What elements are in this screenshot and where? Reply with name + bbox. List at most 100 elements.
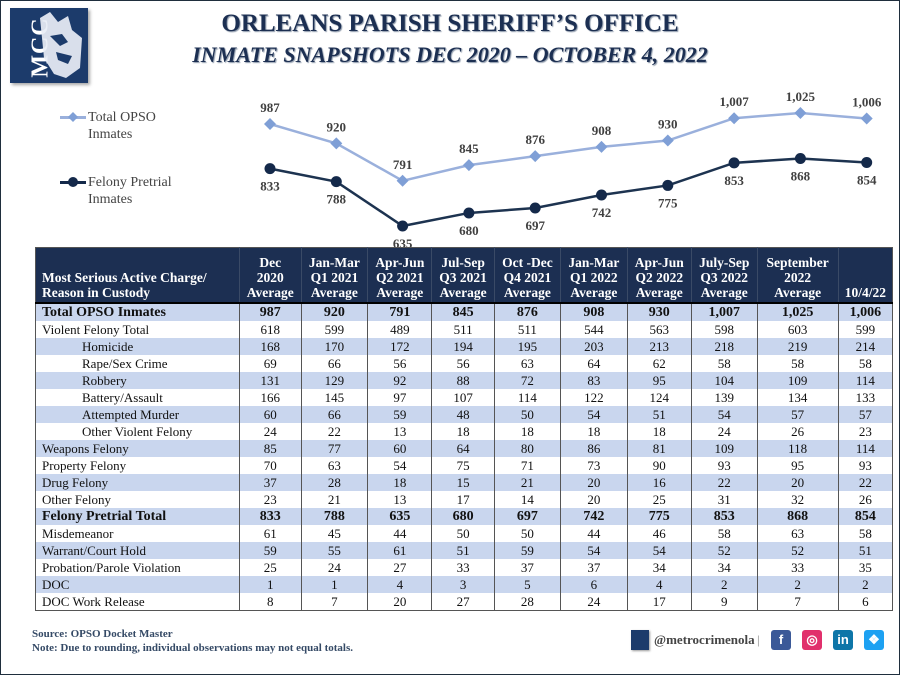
twitter-icon[interactable]: ❖ [864,630,884,650]
row-label: Probation/Parole Violation [42,560,181,575]
table-cell: 93 [690,457,758,474]
table-cell: 51 [837,542,893,559]
table-cell: 20 [559,491,628,508]
data-label: 791 [393,157,413,172]
table-cell: 77 [300,440,368,457]
table-cell: 63 [756,525,839,542]
table-row: Weapons Felony 85 77 60 64 80 86 81 109 118 114 [35,440,893,457]
facebook-icon[interactable]: f [771,630,791,650]
data-label: 868 [791,168,811,183]
linkedin-icon[interactable]: in [833,630,853,650]
table-cell: 114 [837,372,893,389]
table-cell: 72 [493,372,561,389]
column-header-line: Average [503,285,551,300]
table-cell: 114 [493,389,561,406]
table-row: Drug Felony 37 28 18 15 21 20 16 22 20 22 [35,474,893,491]
table-cell: 213 [626,338,692,355]
table-row: Felony Pretrial Total 833 788 635 680 697 742 7… [35,508,893,525]
column-header: Jan-Mar Q1 2022 Average [559,247,628,303]
line-chart: 987 920 791 845 876 908 930 1,007 1,025 1,006 833 7… [260,89,882,250]
table-cell: 18 [367,474,432,491]
data-point [397,220,409,232]
table-cell: 598 [690,321,758,338]
table-cell: 868 [756,508,839,525]
data-label: 920 [327,119,347,134]
data-point [264,163,276,175]
table-cell: 23 [837,423,893,440]
data-label: 930 [658,117,678,132]
data-label: 635 [393,236,413,250]
table-cell: 92 [367,372,432,389]
table-cell: 59 [367,406,432,423]
data-point [330,176,342,188]
table-cell: 56 [431,355,495,372]
table-cell: 52 [690,542,758,559]
table-cell: 59 [239,542,302,559]
table-cell: 742 [559,508,628,525]
table-cell: 618 [239,321,302,338]
row-label: Weapons Felony [35,440,240,457]
table-cell: 33 [431,559,495,576]
column-header-line: 2022 [784,270,812,285]
instagram-icon[interactable]: ◎ [802,630,822,650]
table-cell: 599 [300,321,368,338]
data-point [529,150,542,163]
table-cell: 93 [837,457,893,474]
corner-header-line1: Most Serious Active Charge/ [42,270,207,285]
table-cell: 908 [559,302,628,321]
table-cell: 50 [431,525,495,542]
table-cell: 45 [300,525,368,542]
table-cell: 134 [756,389,839,406]
table-cell: 88 [431,372,495,389]
table-cell: 219 [756,338,839,355]
column-header-line: Oct -Dec [502,255,553,270]
table-cell: 51 [431,542,495,559]
table-cell: 195 [493,338,561,355]
table-cell: 6 [837,593,893,611]
table-cell: 70 [239,457,302,474]
table-cell: 63 [493,355,561,372]
table-cell: 920 [300,302,368,321]
table-row: Attempted Murder 60 66 59 48 50 54 51 54 57 57 [35,406,893,423]
column-header-line: 10/4/22 [844,285,886,300]
column-header-line: Average [570,285,618,300]
table-cell: 8 [239,593,302,611]
data-label: 1,025 [786,89,816,104]
table-cell: 61 [367,542,432,559]
table-cell: 37 [493,559,561,576]
table-cell: 13 [367,423,432,440]
table-cell: 833 [239,508,302,525]
table-cell: 876 [493,302,561,321]
table-cell: 544 [559,321,628,338]
table-row: Violent Felony Total 618 599 489 511 511 544 56… [36,321,893,338]
table-cell: 37 [239,474,302,491]
legend-label-felony: Felony Pretrial [88,175,172,190]
legend-label-total-2: Inmates [88,127,133,142]
table-cell: 86 [559,440,628,457]
data-label: 854 [857,173,877,188]
table-cell: 987 [239,302,302,321]
column-header: Apr-Jun Q2 2022 Average [626,247,692,303]
table-cell: 31 [690,491,758,508]
data-point [529,202,541,214]
data-label: 742 [592,205,612,220]
column-header-line: Q3 2021 [439,270,487,285]
table-cell: 21 [300,491,368,508]
column-header-line: Average [635,285,683,300]
table-cell: 1,025 [756,302,839,321]
table-cell: 1 [300,576,368,593]
table-cell: 73 [559,457,628,474]
social-handle[interactable]: @metrocrimenola [654,632,755,647]
table-cell: 58 [690,525,758,542]
table-cell: 62 [626,355,692,372]
table-cell: 118 [756,440,839,457]
table-cell: 170 [300,338,368,355]
table-cell: 511 [493,321,561,338]
series-line [269,111,867,183]
table-cell: 26 [756,423,839,440]
table-cell: 37 [559,559,628,576]
table-cell: 69 [239,355,302,372]
column-header: Jan-Mar Q1 2021 Average [300,247,368,303]
row-label: Homicide [35,338,240,355]
table-cell: 2 [690,576,758,593]
